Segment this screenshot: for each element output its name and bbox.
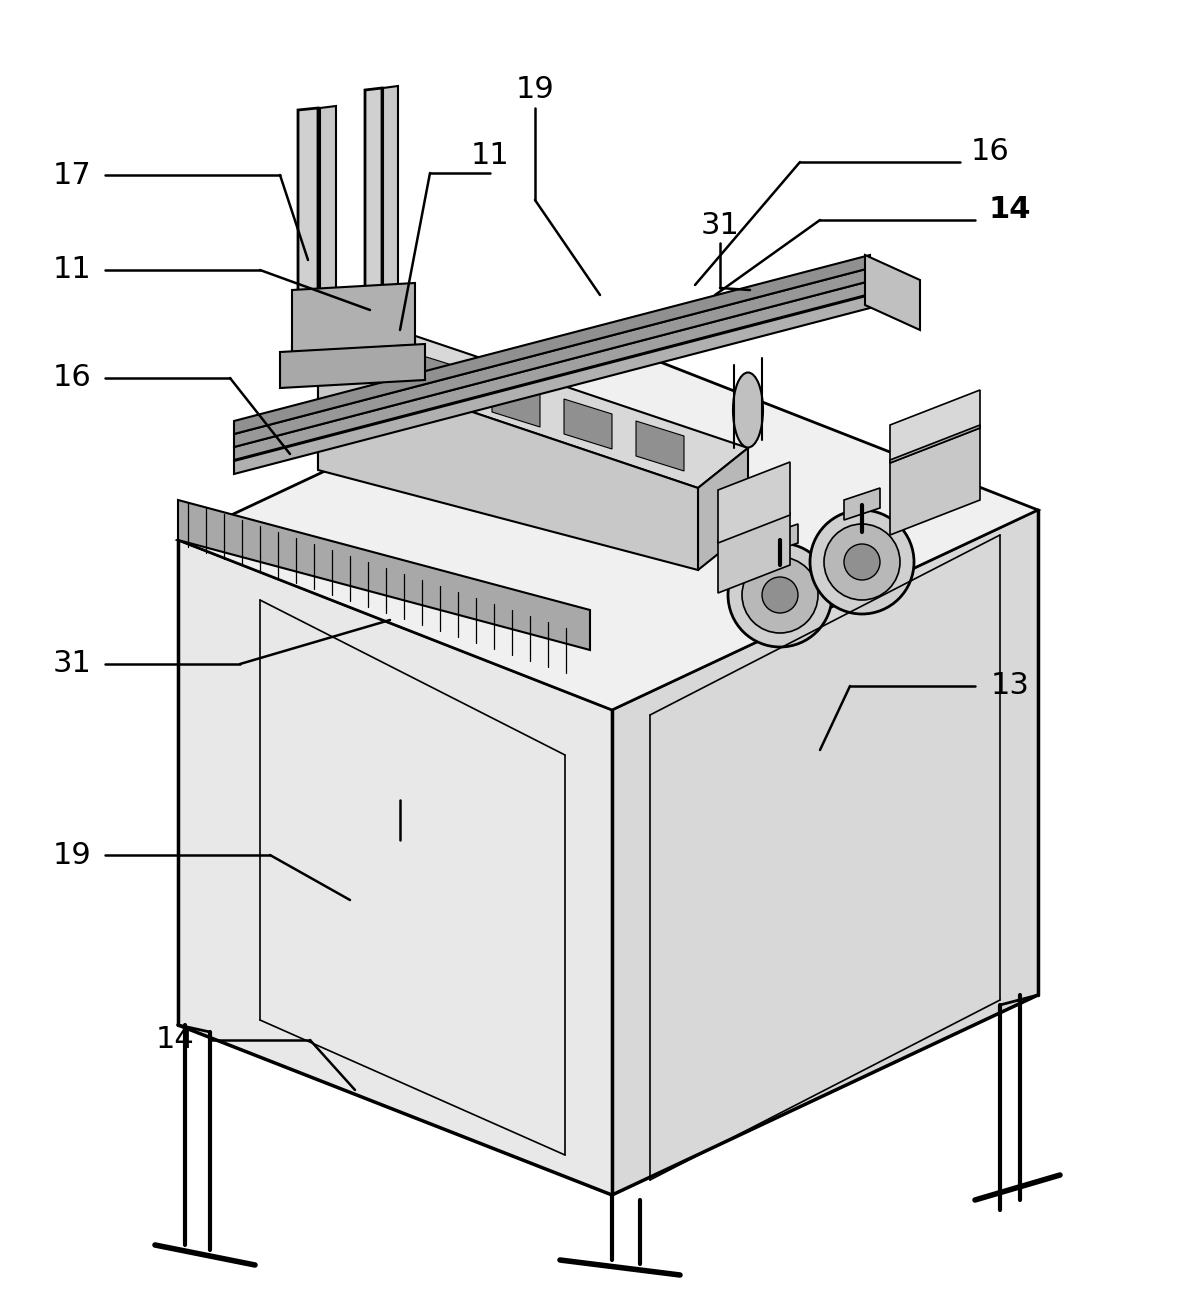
Polygon shape — [234, 255, 870, 433]
Polygon shape — [234, 281, 870, 459]
Polygon shape — [348, 333, 396, 383]
Circle shape — [844, 543, 881, 580]
Polygon shape — [318, 320, 368, 470]
Text: 31: 31 — [701, 211, 740, 239]
Circle shape — [824, 524, 900, 600]
Polygon shape — [292, 283, 415, 352]
Polygon shape — [420, 355, 468, 405]
Polygon shape — [717, 462, 790, 543]
Polygon shape — [280, 344, 426, 388]
Text: 16: 16 — [53, 364, 91, 392]
Polygon shape — [178, 540, 612, 1194]
Polygon shape — [636, 421, 684, 471]
Text: 13: 13 — [991, 672, 1030, 700]
Polygon shape — [699, 448, 748, 569]
Polygon shape — [890, 389, 980, 463]
Polygon shape — [318, 320, 748, 488]
Polygon shape — [564, 399, 612, 449]
Circle shape — [810, 510, 914, 613]
Polygon shape — [178, 499, 590, 650]
Text: 14: 14 — [156, 1026, 194, 1055]
Text: 19: 19 — [53, 841, 91, 870]
Circle shape — [728, 543, 832, 647]
Text: 11: 11 — [53, 255, 91, 285]
Polygon shape — [762, 524, 798, 555]
Polygon shape — [320, 106, 336, 360]
Polygon shape — [318, 360, 699, 569]
Ellipse shape — [733, 373, 764, 448]
Polygon shape — [844, 488, 881, 520]
Text: 19: 19 — [515, 75, 554, 105]
Circle shape — [762, 577, 798, 613]
Polygon shape — [365, 88, 382, 355]
Polygon shape — [717, 512, 790, 593]
Text: 16: 16 — [970, 137, 1009, 167]
Polygon shape — [612, 510, 1038, 1194]
Polygon shape — [234, 295, 870, 474]
Text: 17: 17 — [53, 160, 91, 189]
Text: 14: 14 — [989, 195, 1031, 224]
Polygon shape — [178, 340, 1038, 710]
Polygon shape — [890, 424, 980, 534]
Polygon shape — [492, 377, 540, 427]
Polygon shape — [383, 85, 398, 352]
Polygon shape — [234, 268, 870, 446]
Text: 31: 31 — [52, 650, 91, 678]
Text: 11: 11 — [470, 141, 509, 170]
Polygon shape — [292, 338, 415, 377]
Polygon shape — [890, 424, 980, 463]
Polygon shape — [298, 107, 318, 362]
Polygon shape — [865, 255, 920, 330]
Circle shape — [742, 556, 818, 633]
